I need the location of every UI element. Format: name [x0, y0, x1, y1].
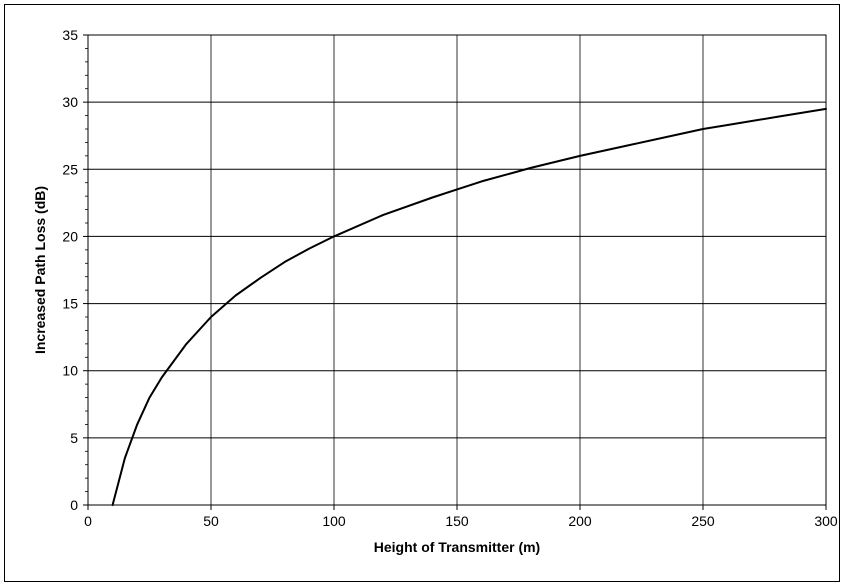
series-layer	[111, 107, 827, 506]
x-tick-label: 200	[568, 513, 592, 529]
x-tick-labels: 0 50 100 150 200 250 300	[84, 513, 838, 529]
x-tick-label: 300	[814, 513, 838, 529]
x-tick-label: 250	[691, 513, 715, 529]
y-tick-label: 15	[62, 296, 78, 312]
y-tick-label: 30	[62, 94, 78, 110]
chart-frame	[4, 4, 840, 582]
y-tick-labels: 0 5 10 15 20 25 30 35	[62, 27, 78, 513]
y-tick-label: 20	[62, 228, 78, 244]
grid-lines	[87, 34, 827, 506]
x-tick-label: 50	[203, 513, 219, 529]
x-axis-title: Height of Transmitter (m)	[374, 539, 540, 555]
y-axis-title: Increased Path Loss (dB)	[32, 186, 48, 354]
x-tick-label: 150	[445, 513, 469, 529]
x-tick-label: 100	[322, 513, 346, 529]
y-tick-label: 10	[62, 363, 78, 379]
axis-ticks	[83, 34, 827, 510]
y-tick-label: 35	[62, 27, 78, 43]
y-tick-label: 25	[62, 161, 78, 177]
series-line	[111, 107, 827, 506]
y-tick-label: 5	[70, 430, 78, 446]
y-tick-label: 0	[70, 497, 78, 513]
x-tick-label: 0	[84, 513, 92, 529]
